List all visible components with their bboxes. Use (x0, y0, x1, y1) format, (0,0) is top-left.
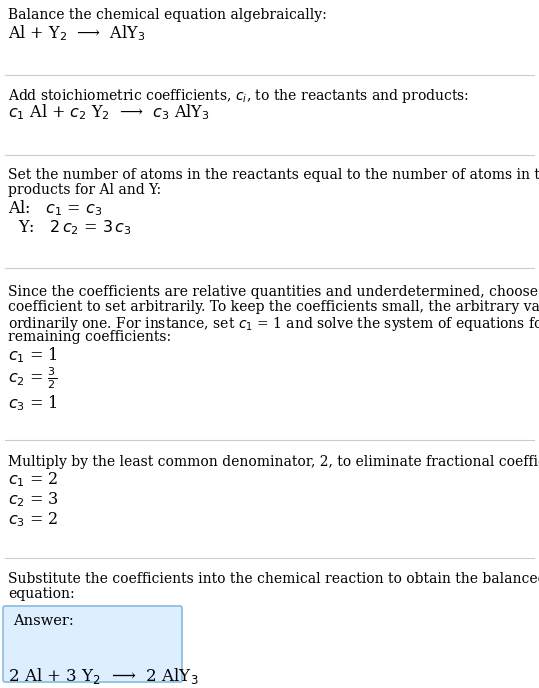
Text: ordinarily one. For instance, set $c_1$ = 1 and solve the system of equations fo: ordinarily one. For instance, set $c_1$ … (8, 315, 539, 333)
Text: $c_2$ = 3: $c_2$ = 3 (8, 490, 59, 508)
Text: Add stoichiometric coefficients, $c_i$, to the reactants and products:: Add stoichiometric coefficients, $c_i$, … (8, 87, 469, 105)
Text: Since the coefficients are relative quantities and underdetermined, choose a: Since the coefficients are relative quan… (8, 285, 539, 299)
Text: Y:   $2\,c_2$ = $3\,c_3$: Y: $2\,c_2$ = $3\,c_3$ (8, 218, 132, 237)
Text: Al:   $c_1$ = $c_3$: Al: $c_1$ = $c_3$ (8, 198, 102, 217)
Text: Multiply by the least common denominator, 2, to eliminate fractional coefficient: Multiply by the least common denominator… (8, 455, 539, 469)
Text: $c_1$ Al + $c_2$ Y$_2$  ⟶  $c_3$ AlY$_3$: $c_1$ Al + $c_2$ Y$_2$ ⟶ $c_3$ AlY$_3$ (8, 102, 210, 122)
Text: products for Al and Y:: products for Al and Y: (8, 183, 161, 197)
Text: Balance the chemical equation algebraically:: Balance the chemical equation algebraica… (8, 8, 327, 22)
Text: $c_1$ = 1: $c_1$ = 1 (8, 345, 58, 365)
Text: remaining coefficients:: remaining coefficients: (8, 330, 171, 344)
FancyBboxPatch shape (3, 606, 182, 682)
Text: $c_1$ = 2: $c_1$ = 2 (8, 470, 58, 488)
Text: Set the number of atoms in the reactants equal to the number of atoms in the: Set the number of atoms in the reactants… (8, 168, 539, 182)
Text: 2 Al + 3 Y$_2$  ⟶  2 AlY$_3$: 2 Al + 3 Y$_2$ ⟶ 2 AlY$_3$ (0, 666, 198, 686)
Text: $c_2$ = $\frac{3}{2}$: $c_2$ = $\frac{3}{2}$ (8, 365, 57, 391)
Text: $c_3$ = 1: $c_3$ = 1 (8, 393, 58, 413)
Text: coefficient to set arbitrarily. To keep the coefficients small, the arbitrary va: coefficient to set arbitrarily. To keep … (8, 300, 539, 314)
Text: Al + Y$_2$  ⟶  AlY$_3$: Al + Y$_2$ ⟶ AlY$_3$ (8, 23, 146, 43)
Text: Substitute the coefficients into the chemical reaction to obtain the balanced: Substitute the coefficients into the che… (8, 572, 539, 586)
Text: $c_3$ = 2: $c_3$ = 2 (8, 510, 58, 528)
Text: equation:: equation: (8, 587, 74, 601)
Text: Answer:: Answer: (13, 614, 74, 628)
